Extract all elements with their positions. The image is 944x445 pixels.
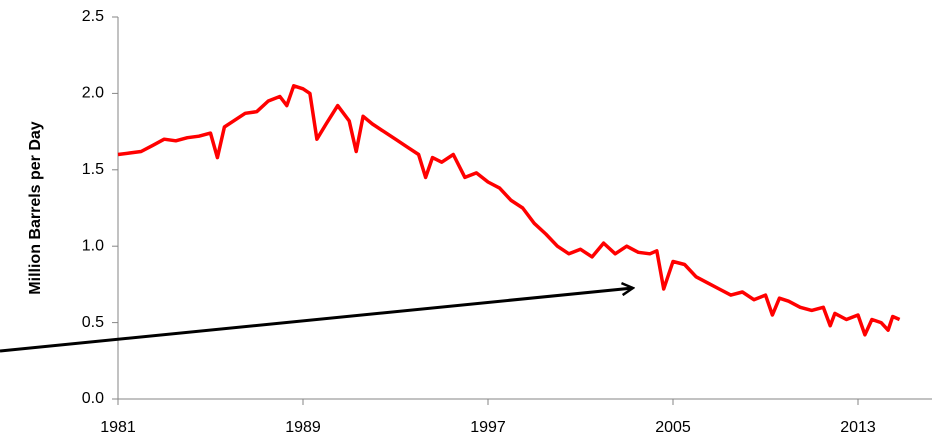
x-tick-label: 1989 <box>285 419 321 436</box>
x-tick-label: 2013 <box>840 419 876 436</box>
x-tick-label: 2005 <box>655 419 691 436</box>
annotation-arrow <box>0 288 633 353</box>
y-tick-label: 0.0 <box>82 390 104 407</box>
y-tick-label: 1.0 <box>82 237 104 254</box>
y-axis-label: Million Barrels per Day <box>27 121 44 294</box>
x-tick-label: 1997 <box>470 419 506 436</box>
y-tick-label: 2.5 <box>82 8 104 25</box>
x-tick-label: 1981 <box>100 419 136 436</box>
data-line <box>117 84 901 337</box>
plot-area: 0.0 0.5 1.0 1.5 2.0 2.5 1981 1989 1997 2005 2013 <box>82 8 932 436</box>
y-tick-label: 2.0 <box>82 85 104 102</box>
y-tick-label: 0.5 <box>82 314 104 331</box>
y-tick-label: 1.5 <box>82 161 104 178</box>
